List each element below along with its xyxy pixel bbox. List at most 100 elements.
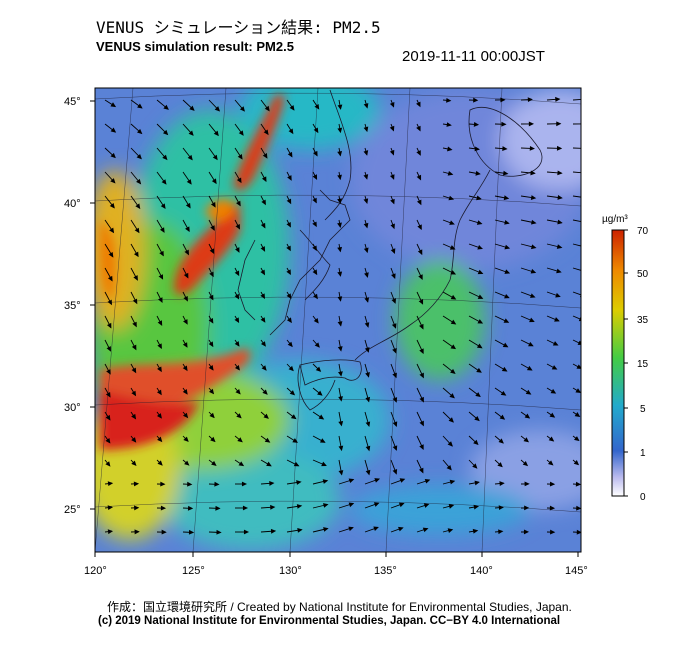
wind-vector-head [416, 199, 422, 206]
wind-vector-head [313, 318, 319, 324]
copyright-notice: (c) 2019 National Institute for Environm… [98, 615, 561, 627]
wind-vector-head [243, 529, 250, 535]
wind-vector-head [364, 347, 370, 353]
wind-vector-head [530, 170, 536, 176]
wind-vector-head [236, 413, 242, 419]
wind-vector-head [549, 412, 556, 418]
wind-vector-head [363, 247, 369, 254]
wind-vector-head [374, 478, 381, 483]
wind-vector-head [185, 202, 191, 209]
wind-vector-head [132, 321, 137, 328]
wind-vector-head [391, 273, 396, 279]
lat-label-25: 25° [64, 504, 81, 516]
wind-vector-head [235, 388, 241, 395]
wind-vector-head [576, 505, 581, 511]
wind-vector-head [161, 529, 167, 535]
wind-vector-head [416, 125, 421, 132]
wind-vector-head [577, 340, 581, 345]
wind-vector-head [156, 389, 162, 396]
wind-vector-head [261, 176, 267, 183]
wind-vector-head [260, 293, 266, 300]
wind-vector-head [236, 200, 241, 207]
wind-vector-head [286, 198, 292, 205]
wind-vector-head [389, 102, 395, 108]
wind-vector-head [214, 481, 220, 487]
wind-vector-head [162, 154, 168, 161]
wind-vector-head [338, 396, 343, 402]
lat-label-45: 45° [64, 96, 81, 108]
wind-vector-head [498, 438, 504, 444]
wind-vector-shaft [572, 147, 581, 149]
wind-vector-head [135, 203, 141, 210]
wind-vector-head [576, 529, 581, 535]
wind-vector-head [211, 460, 217, 466]
wind-vector-head [322, 503, 329, 508]
colorbar: µg/m³ 70 50 35 15 5 1 0 [602, 214, 649, 503]
wind-vector-head [548, 436, 555, 442]
wind-vector-head [423, 503, 430, 508]
wind-vector-head [234, 270, 240, 277]
wind-vector-head [365, 469, 371, 476]
wind-vector-head [526, 365, 533, 371]
wind-vector-head [157, 343, 162, 350]
wind-vector-head [549, 505, 556, 511]
wind-vector-head [216, 529, 222, 535]
wind-vector-head [107, 529, 114, 535]
wind-vector-head [418, 274, 423, 280]
wind-vector-head [269, 481, 275, 486]
wind-vector-head [214, 106, 221, 112]
wind-vector-shaft [572, 267, 581, 271]
lon-label-145: 145° [565, 565, 588, 577]
wind-vector-head [476, 367, 482, 373]
wind-vector-head [318, 414, 325, 420]
wind-vector-head [105, 391, 111, 398]
wind-vector-head [293, 461, 300, 467]
wind-vector-head [105, 461, 111, 467]
wind-vector-head [131, 390, 137, 397]
wind-vector-head [348, 478, 355, 484]
wind-vector-head [208, 294, 214, 301]
wind-vector-head [503, 318, 510, 323]
wind-vector-head [475, 392, 481, 398]
wind-vector-head [263, 413, 269, 419]
wind-vector-head [390, 198, 395, 205]
concentration-field [95, 88, 581, 552]
wind-vector-head [475, 170, 481, 176]
wind-vector-head [446, 122, 452, 127]
wind-vector-head [262, 389, 268, 395]
wind-vector-head [502, 146, 508, 151]
wind-vector-head [338, 421, 344, 427]
wind-vector-head [472, 463, 478, 469]
wind-vector-head [419, 396, 424, 403]
wind-vector-head [337, 246, 343, 253]
wind-vector-head [286, 293, 292, 300]
wind-vector-head [473, 504, 480, 510]
wind-vector-head [556, 244, 563, 249]
wind-vector-head [160, 505, 167, 511]
wind-vector-head [556, 121, 562, 127]
wind-vector-head [297, 527, 303, 533]
wind-vector-head [473, 439, 479, 446]
wind-vector-head [573, 460, 580, 466]
wind-vector-head [477, 294, 484, 299]
wind-vector-head [576, 364, 581, 369]
wind-vector-head [419, 444, 424, 450]
wind-vector-head [185, 226, 190, 233]
wind-vector-head [447, 528, 454, 534]
colorbar-unit: µg/m³ [602, 214, 628, 225]
wind-vector-head [389, 125, 395, 132]
wind-vector-head [163, 104, 169, 110]
wind-vector-head [416, 101, 421, 108]
wind-vector-head [337, 151, 343, 157]
wind-vector-head [131, 413, 137, 420]
wind-vector-head [522, 460, 529, 467]
wind-vector-head [365, 372, 370, 378]
wind-vector-head [391, 298, 397, 304]
wind-vector-head [555, 292, 561, 298]
wind-vector-head [337, 198, 342, 204]
wind-vector-head [446, 465, 452, 471]
wind-vector-head [450, 294, 457, 300]
wind-vector-shaft [572, 315, 581, 320]
wind-vector-head [106, 346, 111, 352]
